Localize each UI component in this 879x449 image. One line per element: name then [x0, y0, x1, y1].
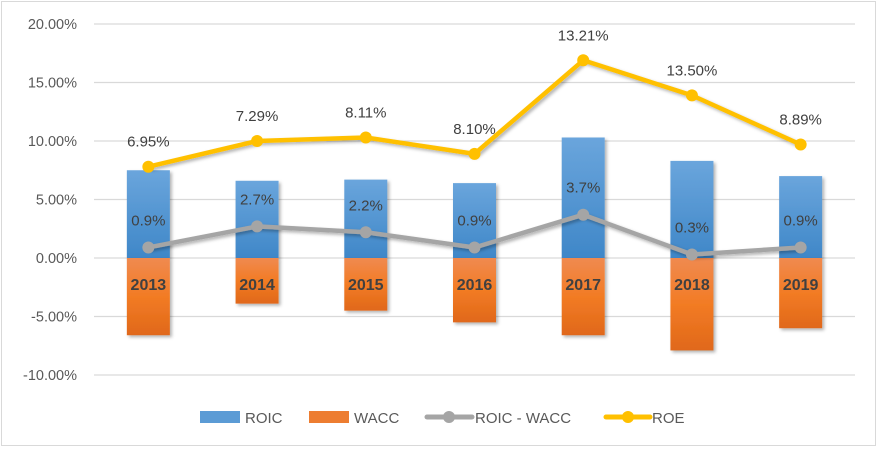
roe-point: [577, 54, 590, 67]
roic-wacc-point: [142, 241, 155, 254]
legend-label-roe: ROE: [652, 410, 685, 427]
x-tick-label: 2017: [565, 277, 601, 294]
x-tick-label: 2015: [348, 277, 384, 294]
roe-data-label: 8.89%: [779, 112, 822, 129]
wacc-bar: [561, 258, 605, 336]
roe-data-label: 7.29%: [236, 108, 279, 125]
roic-wacc-data-label: 0.9%: [457, 212, 491, 229]
legend-label-roic-wacc: ROIC - WACC: [475, 410, 571, 427]
legend-label-wacc: WACC: [354, 410, 399, 427]
roic-wacc-point: [794, 241, 807, 254]
wacc-bar: [453, 258, 496, 323]
roe-point: [794, 138, 807, 151]
y-tick-label: 20.00%: [28, 17, 77, 33]
wacc-bar: [670, 258, 714, 351]
wacc-bar: [126, 258, 170, 336]
x-tick-label: 2013: [131, 277, 167, 294]
roe-point: [359, 131, 372, 144]
legend-label-roic: ROIC: [245, 410, 283, 427]
roic-wacc-data-label: 0.9%: [131, 212, 165, 229]
roe-point: [251, 135, 264, 147]
roic-wacc-data-label: 2.2%: [349, 197, 383, 214]
roic-wacc-point: [577, 208, 590, 221]
y-tick-label: -5.00%: [31, 310, 77, 326]
y-tick-label: 5.00%: [36, 193, 77, 209]
y-tick-label: -10.00%: [23, 368, 77, 384]
wacc-bar: [235, 258, 279, 304]
roe-data-label: 8.11%: [345, 104, 386, 121]
roic-bar: [235, 180, 279, 258]
roe-data-label: 8.10%: [453, 121, 496, 138]
roe-point: [685, 89, 698, 102]
legend-swatch-roic: [200, 411, 240, 423]
roe-point: [142, 160, 155, 173]
y-tick-label: 15.00%: [28, 76, 77, 92]
roe-data-label: 13.50%: [666, 62, 717, 79]
legend-swatch-wacc: [309, 411, 349, 423]
roe-data-label: 6.95%: [127, 134, 170, 151]
roic-bar: [344, 179, 388, 258]
roic-wacc-data-label: 3.7%: [566, 180, 600, 197]
roe-data-label: 13.21%: [558, 27, 609, 44]
roic-wacc-point: [359, 226, 372, 239]
roic-wacc-point: [685, 248, 698, 261]
y-tick-label: 10.00%: [28, 134, 77, 150]
roic-wacc-data-label: 0.9%: [784, 212, 818, 229]
wacc-bar: [779, 258, 823, 329]
wacc-bar: [344, 258, 388, 311]
y-tick-label: 0.00%: [36, 251, 77, 267]
roic-bar: [670, 160, 714, 258]
x-tick-label: 2014: [239, 277, 275, 294]
x-tick-label: 2016: [457, 277, 493, 294]
roic-wacc-point: [251, 220, 264, 233]
legend-marker-roe: [622, 411, 634, 423]
roic-wacc-data-label: 2.7%: [240, 191, 274, 208]
x-tick-label: 2019: [783, 277, 819, 294]
roic-bar: [561, 137, 605, 258]
roic-wacc-data-label: 0.3%: [675, 219, 709, 236]
roe-point: [468, 147, 481, 160]
legend-marker-roic-wacc: [443, 411, 455, 423]
x-tick-label: 2018: [674, 277, 710, 294]
roic-wacc-point: [468, 241, 481, 254]
